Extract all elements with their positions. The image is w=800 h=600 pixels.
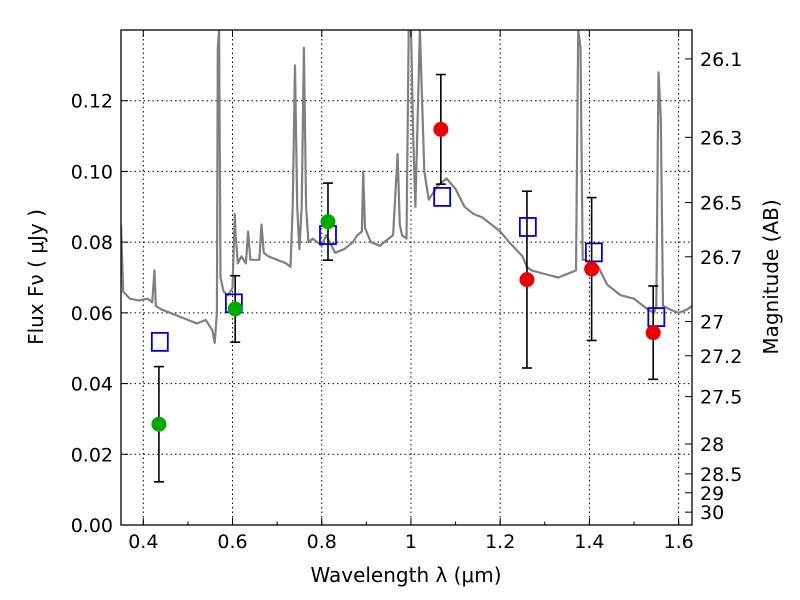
observed-point-red: [433, 121, 449, 137]
y-axis-ticks: 0.00 0.02 0.04 0.06 0.08 0.10 0.12: [71, 91, 128, 537]
model-photometry-square: [518, 217, 537, 237]
y-tick-label: 0.12: [71, 91, 113, 113]
observed-point-green: [320, 214, 336, 230]
grid: [121, 30, 692, 525]
x-tick-label: 0.6: [217, 531, 247, 553]
x-axis-title: Wavelength λ (μm): [310, 563, 501, 587]
y-tick-label: 0.10: [71, 161, 113, 183]
x-tick-label: 0.4: [128, 531, 158, 553]
y2-tick-label: 26.7: [700, 247, 742, 269]
y2-tick-label: 30: [700, 502, 724, 524]
y2-tick-label: 28.5: [700, 464, 742, 486]
x-tick-label: 0.8: [307, 531, 337, 553]
x-tick-label: 1.6: [664, 531, 694, 553]
model-photometry-square: [433, 186, 452, 207]
y2-tick-label: 28: [700, 434, 724, 456]
observed-photometry-points: [151, 121, 661, 432]
y2-tick-label: 26.3: [700, 127, 742, 149]
y2-tick-label: 29: [700, 483, 724, 505]
y-axis-title: Flux Fν ( μJy ): [24, 209, 48, 345]
observed-point-red: [645, 325, 661, 341]
plot-frame: [120, 29, 693, 526]
y2-tick-label: 26.5: [700, 193, 742, 215]
plot-area: [121, 30, 692, 483]
y2-tick-label: 26.1: [700, 49, 742, 71]
observed-point-red: [584, 261, 600, 277]
y-tick-label: 0.02: [71, 444, 113, 466]
model-spectrum-line: [121, 30, 692, 344]
model-photometry-square: [150, 331, 169, 352]
x-tick-label: 1.4: [574, 531, 604, 553]
y-tick-label: 0.08: [71, 232, 113, 254]
x-tick-label: 1.2: [485, 531, 515, 553]
x-axis-ticks: 0.4 0.6 0.8 1 1.2 1.4 1.6: [128, 30, 694, 553]
observed-point-red: [519, 272, 535, 288]
model-photometry-square: [584, 242, 603, 263]
error-bars: [153, 73, 659, 483]
x-tick-label: 1: [405, 531, 417, 553]
y-tick-label: 0.00: [71, 515, 113, 537]
observed-point-green: [151, 416, 167, 432]
y2-tick-label: 27.2: [700, 346, 742, 368]
y2-axis-title: Magnitude (AB): [759, 199, 783, 354]
y2-tick-label: 27.5: [700, 387, 742, 409]
y2-tick-label: 27: [700, 312, 724, 334]
y-tick-label: 0.06: [71, 303, 113, 325]
observed-point-green: [227, 301, 243, 317]
y-tick-label: 0.04: [71, 374, 113, 396]
